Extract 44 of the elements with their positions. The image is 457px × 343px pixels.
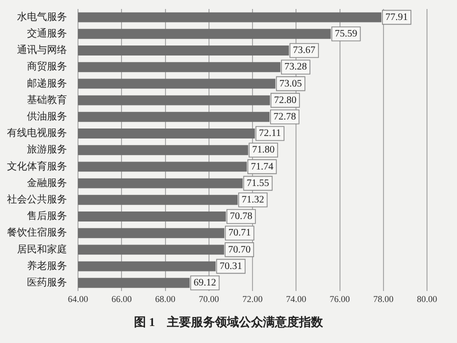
data-label: 73.67 bbox=[292, 45, 316, 56]
y-tick-label: 水电气服务 bbox=[17, 10, 67, 23]
y-tick-label: 通讯与网络 bbox=[17, 44, 67, 56]
x-tick-label: 80.00 bbox=[416, 294, 438, 304]
data-label: 75.59 bbox=[334, 28, 358, 40]
x-tick-label: 68.00 bbox=[155, 294, 176, 304]
data-label: 73.05 bbox=[279, 78, 302, 90]
y-tick-label: 文化体育服务 bbox=[7, 160, 67, 172]
text: 图 1 主要服务领域公众满意度指数 bbox=[133, 314, 324, 331]
data-label: 77.91 bbox=[385, 12, 408, 23]
y-tick-label: 基础教育 bbox=[27, 94, 67, 106]
y-tick-label: 医药服务 bbox=[27, 276, 67, 288]
x-tick-label: 78.00 bbox=[373, 294, 394, 304]
data-label: 70.70 bbox=[228, 244, 251, 256]
data-label: 73.28 bbox=[284, 62, 307, 73]
y-tick-label: 交通服务 bbox=[27, 27, 67, 40]
data-label: 71.80 bbox=[252, 144, 275, 156]
y-tick-label: 邮递服务 bbox=[27, 77, 67, 90]
data-label: 72.78 bbox=[274, 112, 296, 123]
data-label: 72.11 bbox=[258, 128, 282, 140]
data-label: 71.32 bbox=[242, 194, 264, 206]
x-tick-label: 76.00 bbox=[330, 294, 350, 304]
y-tick-label: 居民和家庭 bbox=[17, 243, 67, 256]
x-tick-label: 72.00 bbox=[242, 294, 264, 304]
data-label: 70.78 bbox=[230, 211, 252, 222]
x-tick-label: 74.00 bbox=[286, 294, 307, 304]
data-label: 71.55 bbox=[246, 178, 270, 189]
x-tick-label: 64.00 bbox=[68, 294, 89, 304]
y-tick-label: 社会公共服务 bbox=[7, 193, 67, 206]
y-tick-label: 旅游服务 bbox=[27, 144, 67, 156]
data-label: 72.80 bbox=[274, 94, 296, 106]
y-tick-label: 供油服务 bbox=[27, 110, 67, 122]
y-tick-label: 金融服务 bbox=[27, 176, 67, 189]
y-tick-label: 餐饮住宿服务 bbox=[7, 226, 67, 239]
data-label: 71.74 bbox=[250, 161, 274, 172]
y-tick-label: 商贸服务 bbox=[27, 60, 67, 73]
x-tick-label: 66.00 bbox=[112, 294, 132, 304]
y-tick-label: 有线电视服务 bbox=[7, 127, 67, 140]
data-label: 70.71 bbox=[228, 228, 251, 239]
y-tick-label: 售后服务 bbox=[27, 210, 67, 222]
data-label: 70.31 bbox=[220, 260, 242, 272]
x-tick-label: 70.00 bbox=[198, 294, 220, 304]
data-label: 69.12 bbox=[194, 278, 216, 289]
y-tick-label: 养老服务 bbox=[27, 260, 67, 272]
